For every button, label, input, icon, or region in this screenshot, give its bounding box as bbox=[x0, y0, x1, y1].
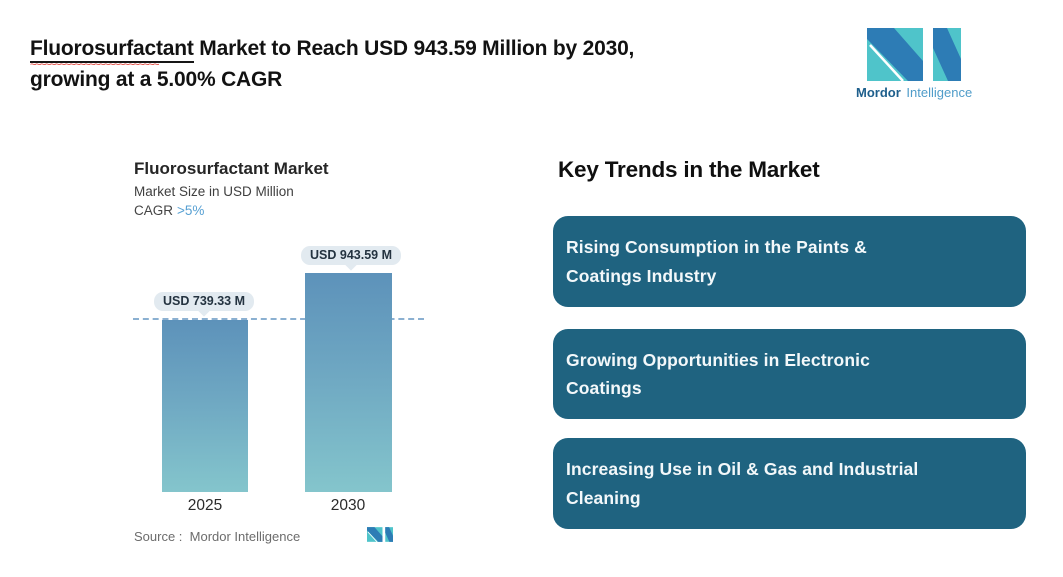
trends-heading: Key Trends in the Market bbox=[558, 157, 820, 182]
value-label-2030: USD 943.59 M bbox=[301, 246, 401, 265]
cagr-label: CAGR bbox=[134, 203, 174, 218]
chart-subtitle: Market Size in USD Million bbox=[134, 184, 294, 199]
chart-source: Source : Mordor Intelligence bbox=[134, 529, 301, 544]
mordor-intelligence-logo-icon bbox=[867, 28, 961, 81]
title-line2: growing at a 5.00% CAGR bbox=[30, 68, 283, 91]
x-axis-label-2030: 2030 bbox=[330, 497, 366, 514]
title-line1-rest: Market to Reach USD 943.59 Million by 20… bbox=[193, 37, 635, 60]
bar-2025 bbox=[162, 320, 248, 492]
brand-name-primary: Mordor bbox=[856, 85, 901, 100]
page-title: Fluorosurfactant Market to Reach USD 943… bbox=[30, 33, 860, 95]
chart-cagr-line: CAGR >5% bbox=[134, 203, 204, 218]
value-label-2025: USD 739.33 M bbox=[154, 292, 254, 311]
chart-title: Fluorosurfactant Market bbox=[134, 159, 329, 178]
trend-card-paints-coatings: Rising Consumption in the Paints & Coatin… bbox=[553, 216, 1026, 307]
bar-2030 bbox=[305, 273, 392, 492]
reference-dashed-line bbox=[133, 318, 424, 320]
trend-card-text: Growing Opportunities in Electronic Coati… bbox=[566, 349, 870, 399]
mordor-intelligence-mini-logo-icon bbox=[367, 527, 393, 542]
trend-card-text: Increasing Use in Oil & Gas and Industri… bbox=[566, 459, 919, 508]
cagr-value: >5% bbox=[177, 203, 205, 218]
trend-card-electronic-coatings: Growing Opportunities in Electronic Coati… bbox=[553, 329, 1026, 419]
x-axis-label-2025: 2025 bbox=[187, 497, 223, 514]
trend-card-oil-gas-cleaning: Increasing Use in Oil & Gas and Industri… bbox=[553, 438, 1026, 529]
brand-wordmark: Mordor Intelligence bbox=[856, 85, 972, 100]
title-misspelled-word: Fluorosurfactant bbox=[30, 36, 194, 70]
brand-logo: Mordor Intelligence bbox=[856, 28, 972, 100]
brand-name-secondary: Intelligence bbox=[906, 85, 973, 100]
trend-card-text: Rising Consumption in the Paints & Coatin… bbox=[566, 237, 867, 286]
